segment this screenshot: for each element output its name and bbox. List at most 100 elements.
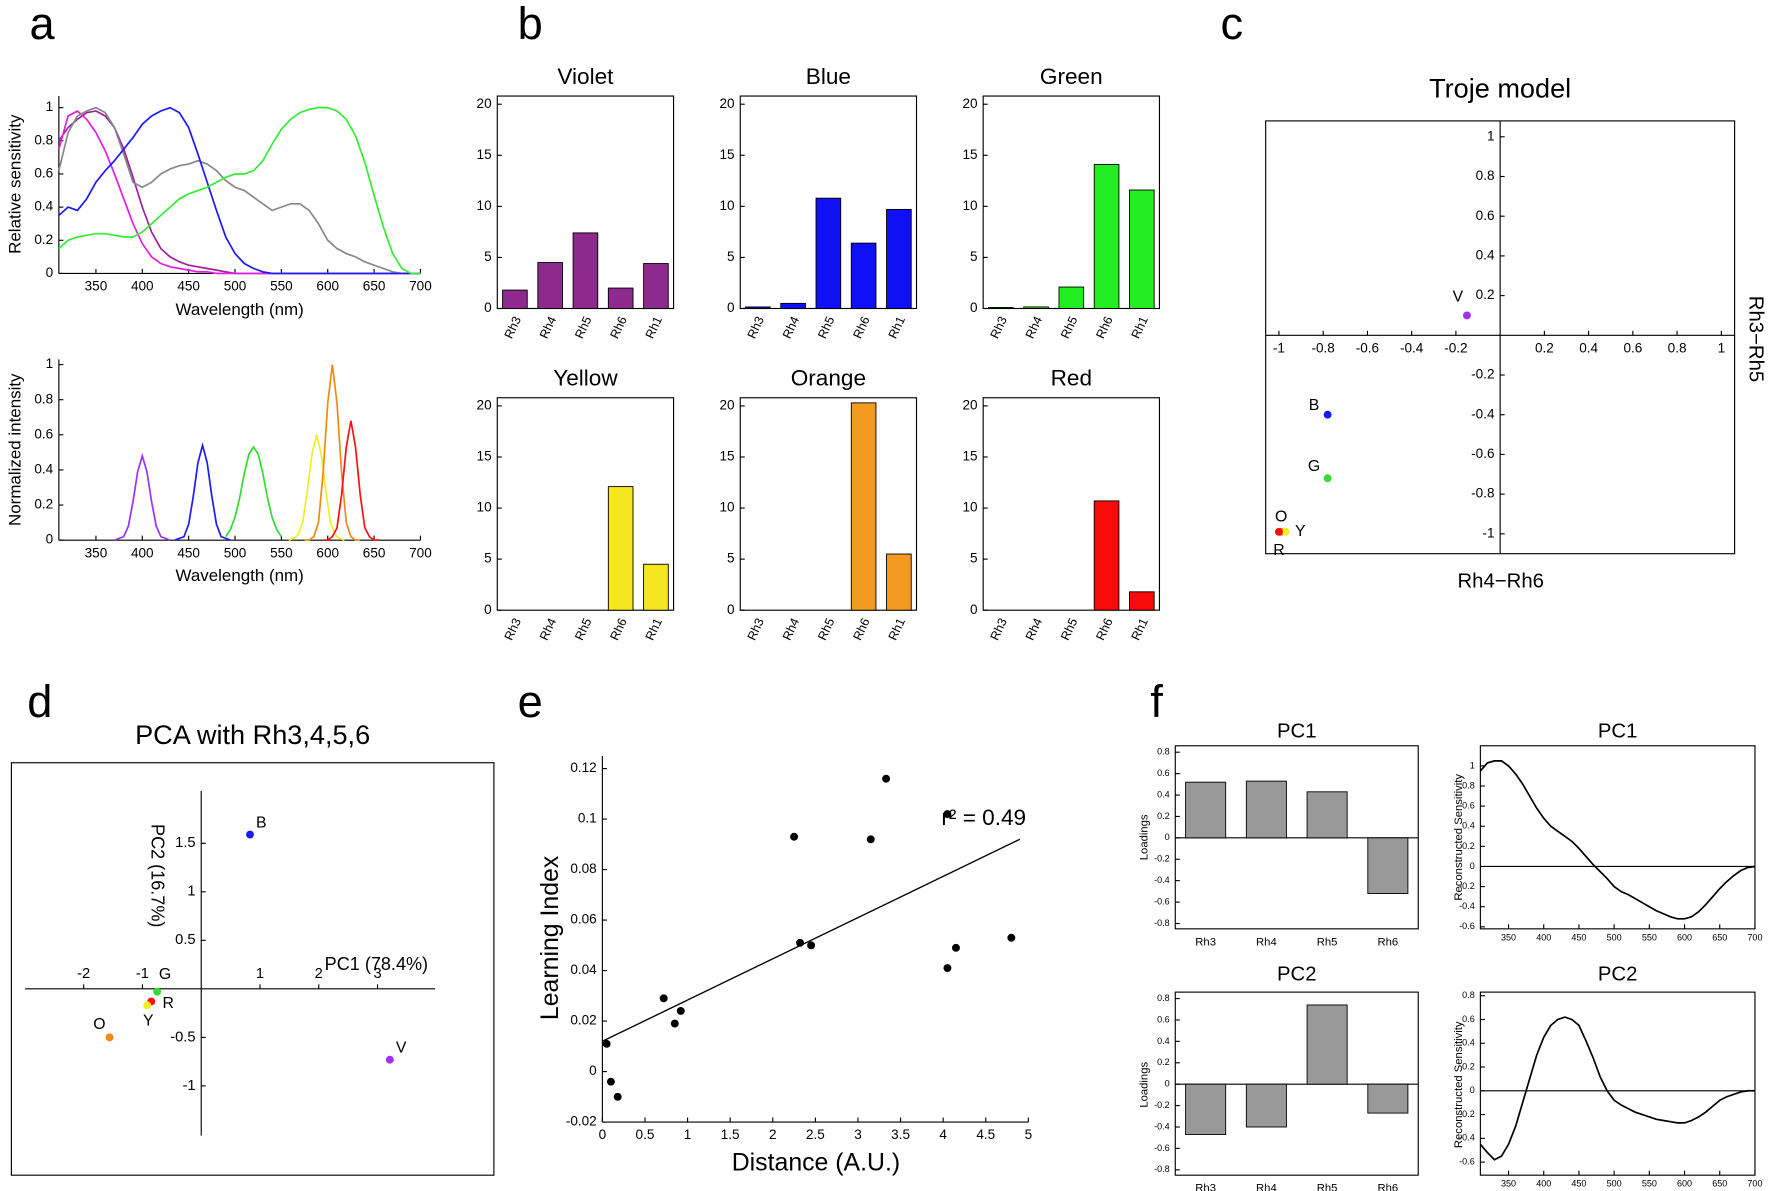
x-tick-label: Rh3 bbox=[745, 314, 767, 341]
bar bbox=[988, 307, 1014, 309]
line-series bbox=[58, 110, 421, 275]
plot-frame bbox=[496, 397, 675, 611]
y-tick-label: 5 bbox=[727, 551, 735, 566]
point bbox=[105, 1033, 114, 1042]
y-tick-label: -0.4 bbox=[1459, 901, 1475, 911]
y-tick-label: 20 bbox=[477, 398, 492, 413]
x-tick-label: Rh4 bbox=[780, 314, 802, 341]
y-tick-label: 0.4 bbox=[1476, 247, 1495, 262]
point bbox=[807, 941, 816, 950]
y-tick-label: -1 bbox=[183, 1078, 196, 1094]
x-tick-label: Rh4 bbox=[1023, 314, 1045, 341]
y-tick-label: -0.6 bbox=[1154, 1143, 1170, 1153]
x-tick-label: 650 bbox=[363, 279, 386, 294]
chart-title: Green bbox=[1040, 64, 1103, 89]
y-axis-label: Relative sensitivity bbox=[5, 114, 24, 254]
y-tick-label: 0 bbox=[727, 300, 735, 315]
x-tick-label: 400 bbox=[131, 279, 154, 294]
x-tick-label: 500 bbox=[224, 545, 247, 560]
x-tick-label: Rh6 bbox=[850, 616, 872, 643]
x-tick-label: 2 bbox=[315, 966, 323, 982]
point bbox=[1007, 933, 1016, 942]
x-tick-label: 0.5 bbox=[636, 1127, 655, 1142]
y-tick-label: 0 bbox=[484, 300, 492, 315]
x-tick-label: -0.6 bbox=[1356, 340, 1379, 355]
chart-title: Red bbox=[1051, 366, 1092, 391]
x-tick-label: Rh5 bbox=[1058, 314, 1080, 341]
chart-title: Yellow bbox=[553, 366, 618, 391]
x-tick-label: 1 bbox=[1718, 340, 1726, 355]
x-tick-label: Rh1 bbox=[1129, 314, 1151, 341]
x-axis-label: Wavelength (nm) bbox=[175, 300, 303, 319]
y-tick-label: 15 bbox=[962, 147, 977, 162]
x-tick-label: Rh4 bbox=[1256, 1183, 1277, 1191]
y-tick-label: 0.8 bbox=[1157, 993, 1170, 1003]
x-tick-label: 550 bbox=[270, 279, 293, 294]
bar bbox=[1306, 791, 1348, 839]
point bbox=[613, 1092, 622, 1101]
y-tick-label: 20 bbox=[720, 398, 735, 413]
y-tick-label: 10 bbox=[962, 198, 977, 213]
x-tick-label: Rh3 bbox=[988, 616, 1010, 643]
point bbox=[866, 835, 875, 844]
x-tick-label: -1 bbox=[1273, 340, 1285, 355]
bar bbox=[886, 553, 912, 611]
chart-title: PCA with Rh3,4,5,6 bbox=[135, 719, 370, 750]
x-tick-label: 350 bbox=[1501, 1179, 1516, 1189]
point bbox=[602, 1039, 611, 1048]
bar bbox=[1129, 189, 1155, 309]
x-tick-label: 450 bbox=[1571, 1179, 1586, 1189]
bar bbox=[572, 232, 599, 309]
bar bbox=[780, 302, 806, 309]
point-label: R bbox=[163, 995, 174, 1012]
x-tick-label: 550 bbox=[1642, 932, 1657, 942]
point-label: G bbox=[159, 966, 171, 983]
bar bbox=[643, 263, 669, 309]
x-tick-label: -0.4 bbox=[1400, 340, 1424, 355]
line-series bbox=[225, 445, 283, 538]
y-tick-label: 20 bbox=[477, 96, 492, 111]
x-tick-label: 600 bbox=[1677, 1179, 1692, 1189]
x-tick-label: 600 bbox=[1677, 932, 1692, 942]
y-tick-label: -0.8 bbox=[1154, 918, 1170, 928]
x-tick-label: 650 bbox=[363, 545, 386, 560]
x-tick-label: Rh1 bbox=[886, 314, 908, 341]
bar bbox=[1023, 306, 1049, 309]
x-tick-label: 1 bbox=[684, 1127, 692, 1142]
y-tick-label: 0.2 bbox=[1476, 287, 1495, 302]
point-label: G bbox=[1308, 458, 1320, 475]
x-tick-label: Rh3 bbox=[502, 314, 524, 341]
x-tick-label: 3.5 bbox=[891, 1127, 910, 1142]
y-tick-label: -0.4 bbox=[1154, 875, 1170, 885]
y-tick-label: 0.2 bbox=[1157, 1057, 1170, 1067]
panel-label: d bbox=[27, 676, 52, 727]
x-axis-label: Wavelength (nm) bbox=[175, 566, 303, 585]
line-series bbox=[288, 434, 345, 541]
x-tick-label: 650 bbox=[1712, 1179, 1727, 1189]
y-axis-label: Learning Index bbox=[537, 855, 564, 1020]
plot-frame bbox=[10, 762, 495, 1176]
y-tick-label: 0.8 bbox=[1476, 168, 1495, 183]
chart-title: Violet bbox=[557, 64, 614, 89]
x-tick-label: 450 bbox=[177, 545, 200, 560]
point-label: B bbox=[1309, 397, 1320, 414]
point bbox=[1281, 527, 1290, 536]
y-axis-label: PC2 (16.7%) bbox=[147, 824, 167, 927]
y-tick-label: 0 bbox=[484, 602, 492, 617]
x-tick-label: -1 bbox=[136, 966, 149, 982]
y-tick-label: 0.8 bbox=[34, 132, 53, 147]
x-tick-label: Rh3 bbox=[1195, 936, 1216, 948]
x-tick-label: 400 bbox=[1536, 1179, 1551, 1189]
y-axis-label: Loadings bbox=[1139, 1062, 1151, 1108]
y-tick-label: 0 bbox=[1470, 861, 1475, 871]
x-tick-label: 700 bbox=[409, 279, 432, 294]
y-tick-label: 5 bbox=[484, 551, 492, 566]
x-tick-label: Rh5 bbox=[1317, 936, 1338, 948]
x-tick-label: 500 bbox=[1607, 1179, 1622, 1189]
panel-label: e bbox=[518, 676, 543, 727]
bar bbox=[815, 197, 842, 309]
point bbox=[246, 830, 254, 839]
y-tick-label: 0.8 bbox=[34, 391, 53, 406]
y-tick-label: 10 bbox=[720, 500, 735, 515]
x-tick-label: 0 bbox=[599, 1127, 607, 1142]
